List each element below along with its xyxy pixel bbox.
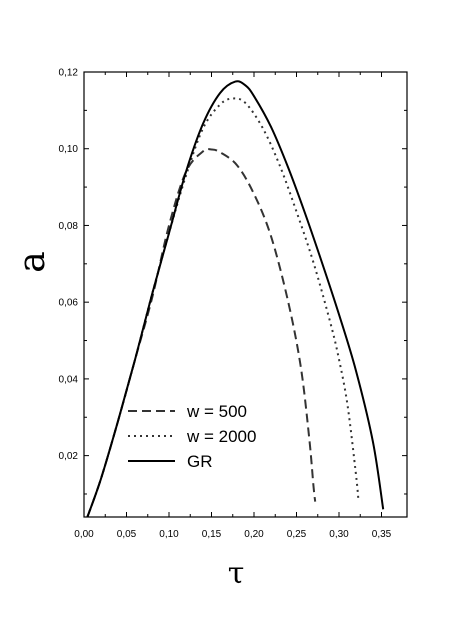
series-layer <box>86 80 385 518</box>
y-tick-label: 0,04 <box>59 374 79 385</box>
y-tick-label: 0,10 <box>59 144 79 155</box>
y-axis-title: a <box>12 251 53 272</box>
x-tick-label: 0,35 <box>372 529 392 540</box>
x-tick-label: 0,30 <box>329 529 349 540</box>
plot-frame <box>83 71 408 518</box>
series-line-1 <box>86 97 360 518</box>
x-tick-label: 0,05 <box>117 529 137 540</box>
y-tick-label: 0,08 <box>59 221 79 232</box>
y-tick-label: 0,06 <box>59 298 79 309</box>
x-tick-label: 0,25 <box>287 529 307 540</box>
x-axis-ticks: 0,00 0,05 0,10 0,15 0,20 0,25 0,30 0,35 <box>74 72 392 540</box>
x-tick-label: 0,10 <box>159 529 179 540</box>
series-line-2 <box>86 80 385 518</box>
y-tick-label: 0,12 <box>59 68 79 79</box>
x-tick-label: 0,00 <box>74 529 94 540</box>
legend-label-1: w = 2000 <box>186 427 256 446</box>
x-tick-label: 0,20 <box>244 529 264 540</box>
y-tick-label: 0,02 <box>59 451 79 462</box>
series-line-0 <box>86 148 317 518</box>
legend-label-2: GR <box>187 452 213 471</box>
x-axis-title: τ <box>228 556 245 591</box>
x-tick-label: 0,15 <box>202 529 222 540</box>
legend: w = 500 w = 2000 GR <box>128 402 256 471</box>
y-axis-ticks: 0,02 0,04 0,06 0,08 0,10 0,12 <box>59 68 407 495</box>
legend-label-0: w = 500 <box>186 402 247 421</box>
